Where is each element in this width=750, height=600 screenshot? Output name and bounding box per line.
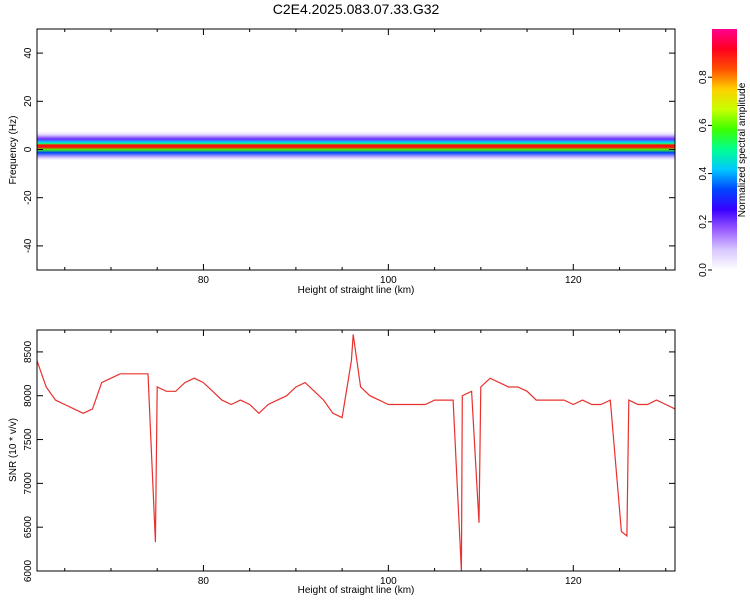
spectrogram-y-tick-label: 0	[23, 146, 34, 152]
spectrogram-ticks: 80 100 120 -40 -20 0 20 40	[23, 29, 675, 286]
colorbar-gradient	[712, 29, 737, 270]
spectrogram-y-tick-label: 20	[23, 95, 34, 107]
colorbar-tick-label: 0.4	[698, 166, 709, 180]
colorbar-ticks: 0.0 0.2 0.4 0.6 0.8	[698, 70, 712, 277]
snr-ticks: 80 100 120 6000 6500 7000 7500 8000 8500	[23, 330, 675, 587]
colorbar: 0.0 0.2 0.4 0.6 0.8 Normalized spectral ampl…	[698, 29, 748, 277]
snr-plot-area	[37, 334, 675, 571]
snr-y-tick-label: 6000	[23, 559, 34, 582]
colorbar-label: Normalized spectral amplitude	[737, 82, 748, 217]
snr-y-axis-label: SNR (10 * v/v)	[8, 418, 19, 482]
snr-series-line	[37, 334, 675, 571]
snr-y-tick-label: 8500	[23, 340, 34, 363]
spectrogram-x-tick-label: 80	[198, 275, 210, 286]
spectrogram-y-tick-label: 40	[23, 47, 34, 59]
snr-x-tick-label: 80	[198, 576, 210, 587]
colorbar-tick-label: 0.0	[698, 263, 709, 277]
spectrogram-y-tick-label: -20	[23, 190, 34, 205]
snr-panel: 80 100 120 6000 6500 7000 7500 8000 8500 Height …	[8, 329, 676, 596]
chart-title: C2E4.2025.083.07.33.G32	[273, 1, 440, 17]
spectrogram-x-tick-label: 120	[565, 275, 582, 286]
colorbar-tick-label: 0.8	[698, 70, 709, 84]
snr-frame	[36, 329, 676, 572]
spectral-peak-line	[37, 144, 675, 148]
spectrogram-y-tick-label: -40	[23, 238, 34, 253]
spectrogram-panel: 80 100 120 -40 -20 0 20 40 Height of straight l…	[8, 28, 676, 296]
spectrogram-plot-area	[37, 130, 675, 162]
colorbar-tick-label: 0.2	[698, 214, 709, 228]
spectrogram-y-axis-label: Frequency (Hz)	[8, 116, 19, 185]
snr-x-tick-label: 120	[565, 576, 582, 587]
snr-y-tick-label: 7000	[23, 472, 34, 495]
snr-y-tick-label: 6500	[23, 516, 34, 539]
snr-x-axis-label: Height of straight line (km)	[298, 585, 415, 596]
colorbar-tick-label: 0.6	[698, 118, 709, 132]
snr-y-tick-label: 8000	[23, 384, 34, 407]
snr-x-tick-label: 100	[380, 576, 397, 587]
spectrogram-x-tick-label: 100	[380, 275, 397, 286]
spectrogram-x-axis-label: Height of straight line (km)	[298, 285, 415, 296]
snr-y-tick-label: 7500	[23, 428, 34, 451]
